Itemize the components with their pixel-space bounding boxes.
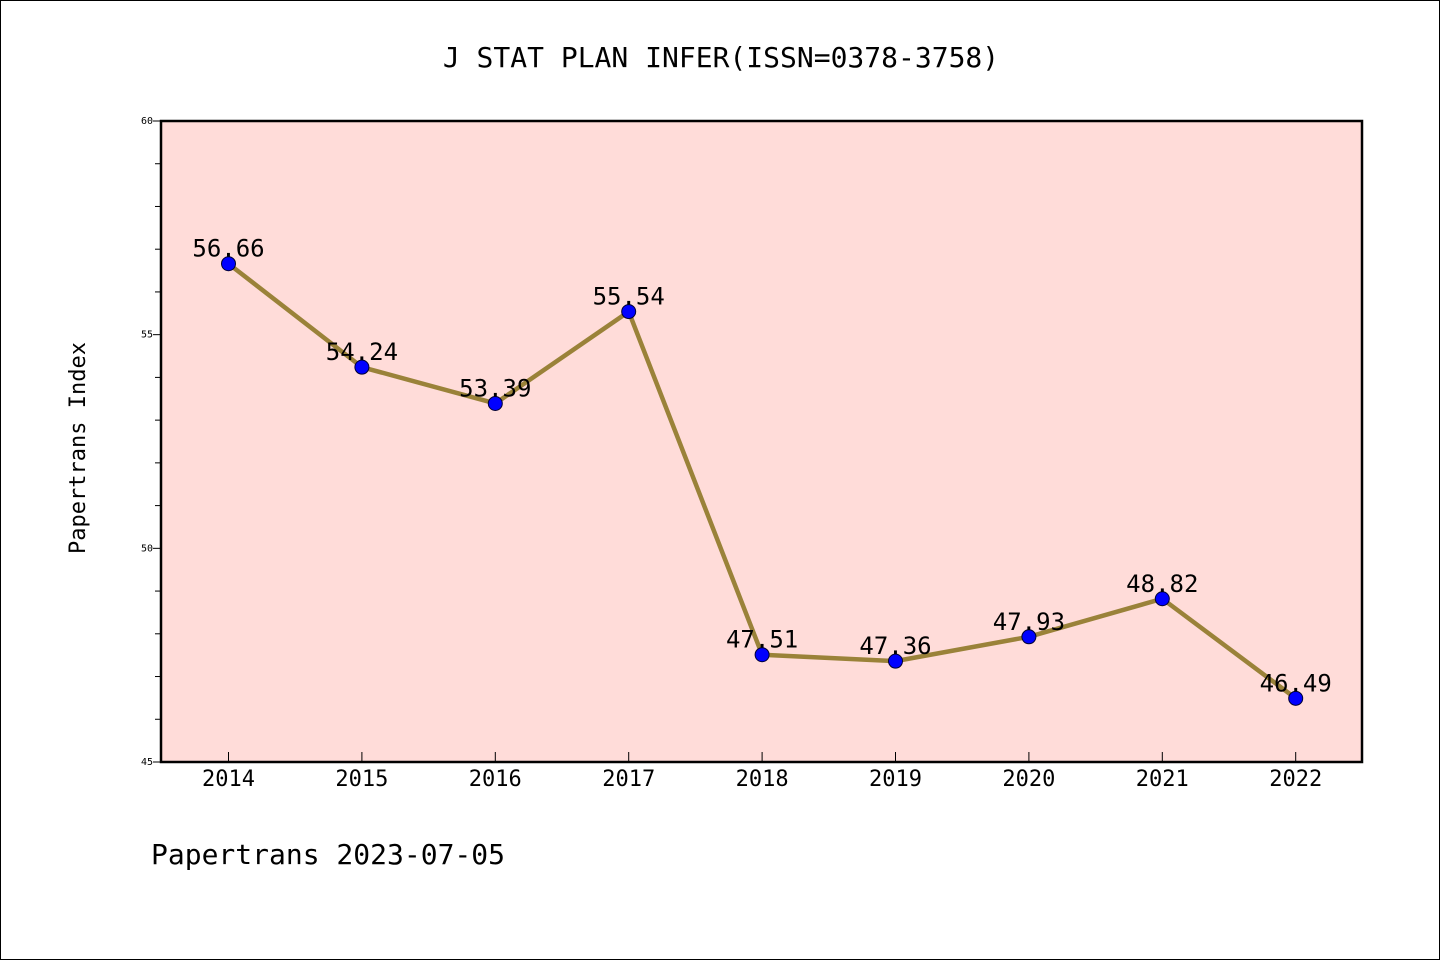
x-tick-label: 2014: [202, 767, 255, 792]
data-labels: 56.66 54.24 53.39 55.54 47.51 47.36 47.93 48.82…: [192, 235, 1331, 698]
data-label: 53.39: [459, 374, 531, 402]
series-markers: [221, 256, 1304, 706]
y-tick-label: 60: [141, 116, 153, 127]
footer-text: Papertrans 2023-07-05: [151, 838, 505, 871]
data-point: [621, 304, 637, 320]
data-point: [487, 395, 503, 411]
data-point: [1154, 591, 1170, 607]
y-axis: 45 50 55 60: [141, 116, 161, 768]
y-tick-label: 55: [141, 330, 153, 341]
data-point: [888, 653, 903, 669]
data-label: 47.51: [726, 626, 798, 654]
y-tick-label: 50: [141, 543, 153, 554]
plot-area: [161, 121, 1362, 762]
x-tick-label: 2018: [736, 767, 789, 792]
data-label: 47.36: [859, 632, 931, 660]
data-point: [1021, 629, 1037, 645]
y-tick-label: 45: [141, 757, 153, 768]
x-tick-label: 2020: [1002, 767, 1055, 792]
x-tick-label: 2019: [869, 767, 922, 792]
data-point: [354, 359, 370, 375]
data-label: 56.66: [192, 235, 264, 263]
data-point: [1288, 690, 1304, 706]
x-tick-label: 2015: [335, 767, 388, 792]
x-tick-label: 2021: [1136, 767, 1189, 792]
data-label: 54.24: [326, 338, 398, 366]
data-label: 48.82: [1126, 570, 1198, 598]
x-axis: 2014 2015 2016 2017 2018 2019 2020 2021 2022: [202, 752, 1322, 792]
x-tick-label: 2022: [1269, 767, 1322, 792]
data-label: 46.49: [1260, 669, 1332, 697]
x-tick-label: 2016: [469, 767, 522, 792]
x-tick-label: 2017: [602, 767, 655, 792]
chart-title: J STAT PLAN INFER(ISSN=0378-3758): [443, 41, 999, 74]
data-label: 47.93: [993, 608, 1065, 636]
y-axis-label: Papertrans Index: [66, 342, 91, 554]
data-label: 55.54: [593, 283, 665, 311]
data-point: [221, 256, 236, 272]
data-point: [754, 647, 770, 663]
plot-border: [159, 119, 1364, 764]
